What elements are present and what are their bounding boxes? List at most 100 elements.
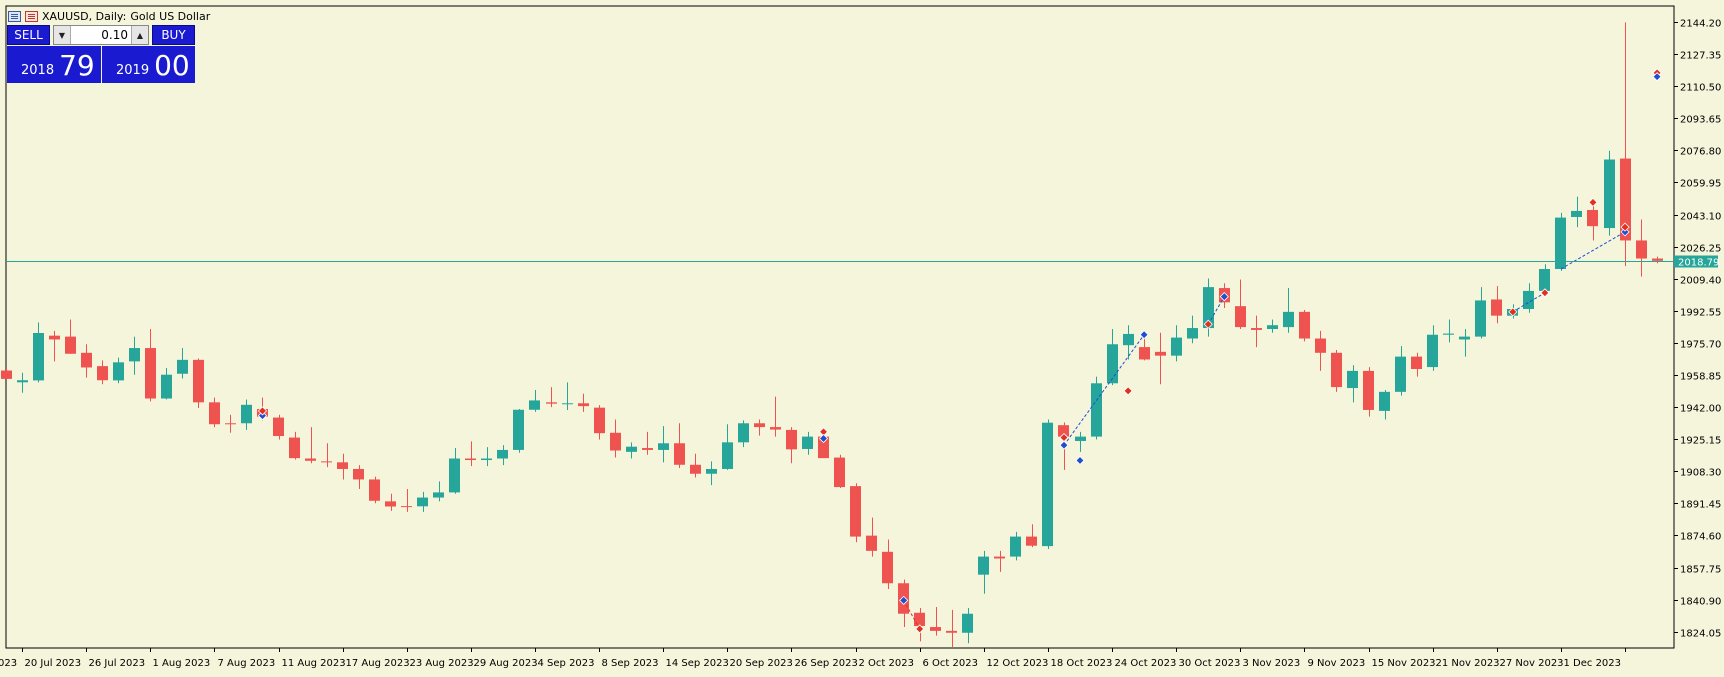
- candle-bull: [1075, 436, 1086, 441]
- sell-price-button[interactable]: 2018 79: [7, 46, 101, 83]
- candle-bear: [225, 423, 236, 425]
- candle-bull: [1267, 325, 1278, 329]
- candle-bear: [1155, 351, 1166, 356]
- candle-bull: [1443, 333, 1454, 335]
- x-tick-label: 18 Oct 2023: [1051, 658, 1113, 669]
- trade-sell-marker: [1588, 197, 1598, 207]
- trade-sell-marker: [1508, 307, 1518, 317]
- y-tick-label: 2093.65: [1680, 115, 1721, 126]
- candle-bull: [978, 556, 989, 575]
- candle-bear: [690, 464, 701, 474]
- candle-bear: [321, 461, 332, 463]
- lot-decrease-icon[interactable]: ▼: [54, 26, 71, 44]
- trade-buy-marker: [1219, 292, 1229, 302]
- candle-bear: [65, 336, 76, 354]
- candle-bull: [1475, 300, 1486, 337]
- chart-description: Gold US Dollar: [130, 9, 211, 23]
- candle-bear: [1139, 347, 1150, 360]
- y-tick-label: 1942.00: [1680, 404, 1721, 415]
- trade-sell-marker: [1540, 288, 1550, 298]
- candle-bear: [1620, 158, 1631, 241]
- x-tick-label: 2 Oct 2023: [859, 658, 914, 669]
- candle-bear: [818, 436, 829, 459]
- candle-bull: [1459, 336, 1470, 340]
- buy-button[interactable]: BUY: [152, 25, 195, 45]
- trade-buy-marker: [1652, 72, 1662, 82]
- candle-bear: [1058, 425, 1069, 437]
- sell-button[interactable]: SELL: [7, 25, 50, 45]
- candle-bull: [529, 400, 540, 410]
- x-tick-label: 15 Nov 2023: [1372, 658, 1436, 669]
- trade-buy-marker: [1059, 440, 1069, 450]
- candle-bear: [305, 458, 316, 461]
- candle-bull: [161, 374, 172, 399]
- x-tick-label: 24 Oct 2023: [1115, 658, 1177, 669]
- candle-bear: [930, 627, 941, 631]
- lot-increase-icon[interactable]: ▲: [131, 26, 148, 44]
- candle-bear: [385, 501, 396, 507]
- x-tick-label: 3 Nov 2023: [1243, 658, 1301, 669]
- candle-bull: [706, 468, 717, 474]
- one-click-trading-panel: SELL ▼ ▲ BUY 2018 79 2019 00: [7, 25, 195, 83]
- candle-bull: [1283, 311, 1294, 328]
- candle-bull: [1379, 391, 1390, 411]
- buy-price-button[interactable]: 2019 00: [102, 46, 195, 83]
- candle-bear: [914, 612, 925, 627]
- trade-sell-marker: [1620, 222, 1630, 232]
- trade-buy-marker: [1075, 455, 1085, 465]
- candle-bull: [562, 403, 573, 405]
- chart-title-bar: XAUUSD, Daily: Gold US Dollar: [8, 8, 210, 24]
- candle-bear: [866, 535, 877, 551]
- buy-price-prefix: 2019: [116, 63, 150, 78]
- x-tick-label: 17 Aug 2023: [346, 658, 410, 669]
- x-tick-label: 29 Aug 2023: [474, 658, 538, 669]
- candle-bear: [145, 348, 156, 399]
- y-tick-label: 1925.15: [1680, 436, 1721, 447]
- trade-sell-marker: [257, 406, 268, 416]
- y-tick-label: 2110.50: [1680, 83, 1721, 94]
- candle-bear: [882, 551, 893, 584]
- x-tick-label: 6 Oct 2023: [923, 658, 978, 669]
- candle-bear: [1363, 370, 1374, 410]
- trade-link: [1512, 292, 1546, 313]
- candle-bull: [738, 423, 749, 443]
- y-tick-label: 1857.75: [1680, 565, 1721, 576]
- lot-size-input[interactable]: [71, 28, 131, 42]
- candle-bull: [1203, 287, 1214, 329]
- candle-bear: [1587, 209, 1598, 227]
- candle-bull: [497, 449, 508, 459]
- current-price-tag: [1674, 255, 1718, 268]
- candle-bear: [353, 468, 364, 480]
- candle-bull: [658, 443, 669, 450]
- x-tick-label: 21 Nov 2023: [1436, 658, 1500, 669]
- candle-bull: [626, 446, 637, 452]
- trade-buy-marker: [899, 595, 909, 605]
- trade-sell-marker: [915, 624, 925, 634]
- trade-buy-marker: [1620, 227, 1630, 237]
- candle-bear: [81, 352, 92, 368]
- candle-bull: [417, 497, 428, 507]
- candle-bull: [1347, 370, 1358, 389]
- x-tick-label: 26 Sep 2023: [795, 658, 858, 669]
- candle-bull: [802, 436, 813, 449]
- y-tick-label: 1891.45: [1680, 500, 1721, 511]
- candle-bull: [17, 380, 28, 383]
- candle-bull: [129, 348, 140, 362]
- candle-bull: [513, 409, 524, 450]
- y-tick-label: 1874.60: [1680, 532, 1721, 543]
- candle-bear: [49, 335, 60, 340]
- x-tick-label: 12 Oct 2023: [987, 658, 1049, 669]
- candle-bull: [722, 442, 733, 469]
- y-tick-label: 1908.30: [1680, 468, 1721, 479]
- candle-bear: [1331, 352, 1342, 388]
- x-tick-label: 11 Aug 2023: [282, 658, 346, 669]
- trade-sell-marker: [1203, 319, 1213, 329]
- x-tick-label: 26 Jul 2023: [89, 658, 146, 669]
- candle-bull: [1187, 328, 1198, 339]
- candle-bear: [754, 423, 765, 428]
- candle-bear: [401, 506, 412, 508]
- candle-bear: [594, 407, 605, 434]
- candle-bull: [1123, 333, 1134, 346]
- candle-bull: [177, 359, 188, 374]
